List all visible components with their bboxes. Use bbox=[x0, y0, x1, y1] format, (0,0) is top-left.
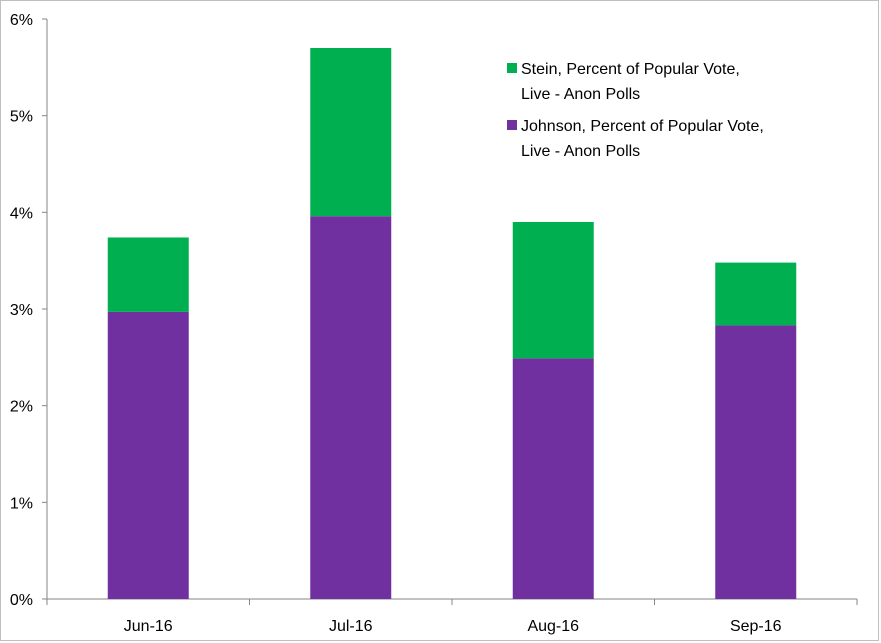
bar-segment-johnson-sep-16 bbox=[715, 325, 797, 599]
tick-labels: 0% 1% 2% 3% 4% 5% 6% Jun-16 Jul-16 Aug-16 Sep-16 bbox=[10, 12, 782, 635]
legend-label: Johnson, Percent of Popular Vote, bbox=[521, 118, 764, 135]
bar-segment-stein-aug-16 bbox=[512, 222, 594, 359]
x-tick-label: Jun-16 bbox=[124, 618, 173, 635]
y-tick-label: 3% bbox=[10, 302, 33, 319]
bars bbox=[107, 48, 797, 599]
y-tick-label: 2% bbox=[10, 399, 33, 416]
legend-label: Stein, Percent of Popular Vote, bbox=[521, 61, 740, 78]
y-tick-label: 1% bbox=[10, 495, 33, 512]
y-tick-label: 4% bbox=[10, 205, 33, 222]
bar-segment-stein-jun-16 bbox=[107, 237, 189, 312]
bar-segment-johnson-jun-16 bbox=[107, 311, 189, 599]
x-tick-label: Aug-16 bbox=[527, 618, 579, 635]
bar-segment-stein-sep-16 bbox=[715, 262, 797, 326]
legend-swatch bbox=[507, 120, 517, 130]
y-tick-label: 5% bbox=[10, 109, 33, 126]
bar-segment-johnson-jul-16 bbox=[310, 216, 392, 599]
bar-segment-stein-jul-16 bbox=[310, 48, 392, 217]
x-tick-label: Jul-16 bbox=[329, 618, 373, 635]
legend-label: Live - Anon Polls bbox=[521, 86, 640, 103]
y-tick-label: 0% bbox=[10, 592, 33, 609]
legend-label: Live - Anon Polls bbox=[521, 143, 640, 160]
x-tick-label: Sep-16 bbox=[730, 618, 782, 635]
legend-swatch bbox=[507, 63, 517, 73]
bar-segment-johnson-aug-16 bbox=[512, 358, 594, 599]
legend: Stein, Percent of Popular Vote, Live - An… bbox=[507, 61, 764, 160]
y-tick-label: 6% bbox=[10, 12, 33, 29]
